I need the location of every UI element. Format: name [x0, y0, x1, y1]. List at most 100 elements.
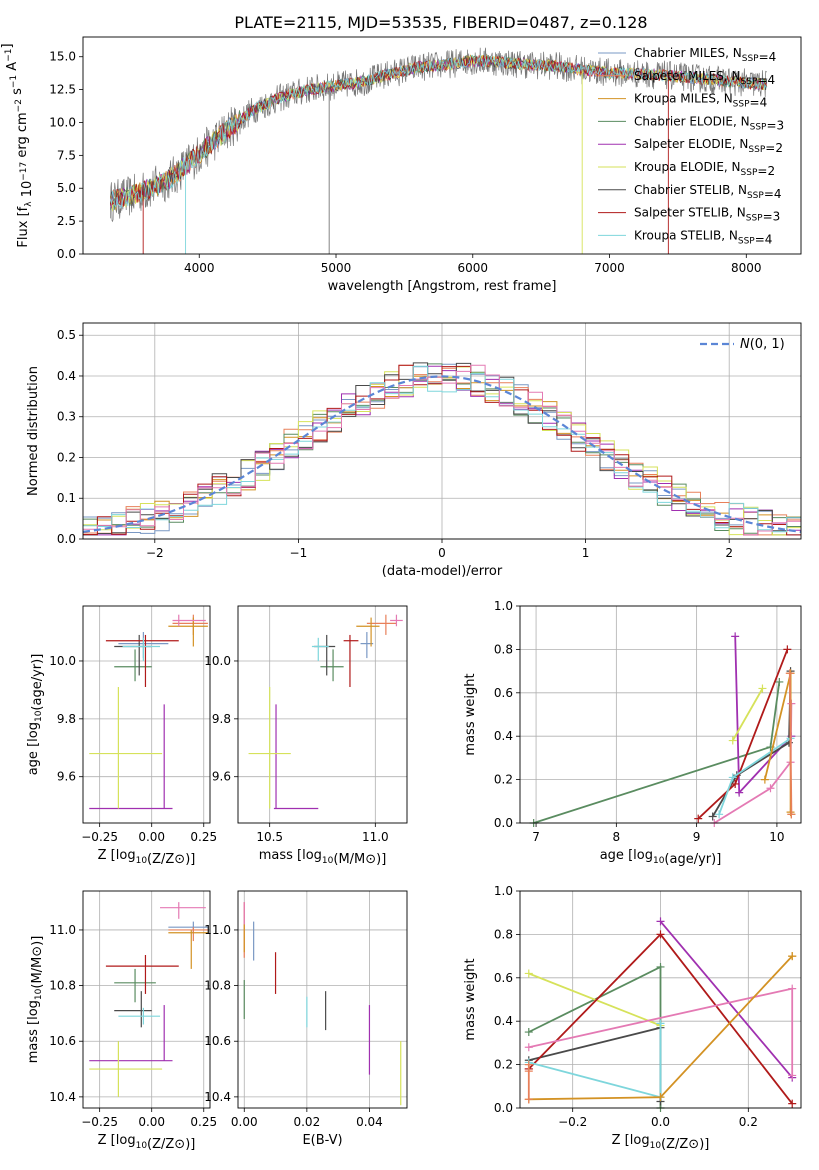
axes-frame: [519, 605, 802, 824]
y-tick-label: 0.8: [494, 642, 513, 656]
x-tick-label: −0.2: [558, 1115, 587, 1129]
y-tick-label: 7.5: [57, 148, 76, 162]
x-tick-label: 10: [769, 830, 784, 844]
gaussian-curve: [82, 375, 802, 533]
y-tick-label: 10.0: [49, 654, 76, 668]
y-tick-label: 0.0: [57, 532, 76, 546]
series-marker: [731, 632, 740, 641]
y-tick-label: 10.6: [204, 1034, 231, 1048]
model-spectrum-salpeter-stelib: [110, 54, 768, 207]
series-marker: [524, 1060, 533, 1069]
errorbar-chabrier-stelib: [314, 634, 336, 676]
y-tick-label: 0.6: [494, 971, 513, 985]
y-tick-label: 11.0: [49, 923, 76, 937]
histogram-chabrier-elodie: [83, 363, 801, 534]
x-tick-label: −2: [146, 546, 164, 560]
y-tick-label: 10.4: [204, 1090, 231, 1104]
y-tick-label: 0.1: [57, 491, 76, 505]
legend-entry: Salpeter ELODIE, NSSP=2: [634, 137, 783, 155]
model-spectrum-kroupa-stelib: [110, 55, 768, 208]
series-marker: [788, 984, 797, 993]
y-tick-label: 10.6: [49, 1034, 76, 1048]
errorbar-salpeter-miles: [366, 614, 397, 635]
errorbar-kroupa-miles: [168, 929, 208, 969]
y-tick-label: 15.0: [49, 50, 76, 64]
x-axis-label: Z [log10(Z/Z⊙)]: [612, 1133, 710, 1152]
errorbar-chabrier-elodie: [114, 968, 156, 1003]
y-tick-label: 10.8: [49, 979, 76, 993]
x-tick-label: 0.2: [739, 1115, 758, 1129]
x-tick-label: 0.02: [293, 1115, 320, 1129]
y-tick-label: 0.0: [494, 1101, 513, 1115]
x-axis-label: wavelength [Angstrom, rest frame]: [328, 279, 557, 294]
figure-title: PLATE=2115, MJD=53535, FIBERID=0487, z=0…: [234, 13, 647, 32]
errorbar-salpeter-miles: [172, 614, 208, 635]
legend-entry: Kroupa ELODIE, NSSP=2: [634, 160, 775, 178]
x-tick-label: 0.25: [190, 1115, 217, 1129]
panel-6: −0.25 0.00 0.25 10.4 10.6 10.8 11.0 Z [log10(Z/…: [26, 890, 217, 1152]
series-marker: [783, 645, 792, 654]
error-bars: [248, 614, 403, 810]
errorbar-kroupa-elodie: [248, 687, 291, 809]
errorbar-pink: [390, 614, 403, 627]
errorbar-kroupa-stelib: [122, 637, 161, 661]
y-axis-label: Flux [fλ 10−17 erg cm−2 s−1 A−1]: [0, 43, 35, 247]
x-tick-label: 8000: [731, 261, 762, 275]
histogram-pink: [83, 364, 801, 536]
y-tick-label: 0.0: [494, 816, 513, 830]
axes-frame: [82, 322, 802, 540]
y-tick-label: 0.2: [494, 773, 513, 787]
y-axis-label: mass weight: [463, 958, 478, 1040]
legend-entry: Salpeter STELIB, NSSP=3: [634, 206, 780, 224]
y-tick-label: 10.8: [204, 979, 231, 993]
errorbar-chabrier-elodie: [114, 649, 152, 682]
errorbar-salpeter-elodie: [89, 704, 173, 810]
panel-2: −2 −1 0 1 2 0.0 0.1 0.2 0.3 0.4 0.5 (data-model)/er…: [26, 322, 802, 579]
panel-1: 4000 5000 6000 7000 8000 0.0 2.5 5.0 7.5 10.0 12.5…: [0, 36, 802, 294]
y-tick-label: 1.0: [494, 884, 513, 898]
series-marker: [656, 962, 665, 971]
y-tick-label: 9.6: [57, 770, 76, 784]
series-marker: [524, 1043, 533, 1052]
x-tick-label: 0.00: [138, 830, 165, 844]
x-tick-label: 5000: [321, 261, 352, 275]
y-tick-label: 11.0: [204, 923, 231, 937]
y-tick-label: 10.0: [49, 115, 76, 129]
series-kroupa-stelib: [528, 1023, 662, 1099]
series-marker: [708, 812, 717, 821]
y-tick-label: 10.0: [204, 654, 231, 668]
series-marker: [728, 736, 737, 745]
x-tick-label: −0.25: [81, 1115, 118, 1129]
errorbar-salpeter-stelib: [105, 634, 179, 688]
x-tick-label: 10.5: [256, 830, 283, 844]
legend: Chabrier MILES, NSSP=4 Salpeter MILES, NS…: [598, 46, 784, 246]
x-tick-label: 0.00: [231, 1115, 258, 1129]
x-tick-label: 0.0: [651, 1115, 670, 1129]
series-marker: [788, 1099, 797, 1108]
series-marker: [524, 1028, 533, 1037]
axes-frame: [82, 890, 211, 1109]
legend-entry: Chabrier ELODIE, NSSP=3: [634, 114, 784, 132]
panel-8: −0.2 0.0 0.2 0.0 0.2 0.4 0.6 0.8 1.0 Z [log10(Z/Z…: [463, 884, 802, 1152]
legend-entry: Chabrier MILES, NSSP=4: [634, 46, 776, 64]
x-tick-label: 0.25: [190, 830, 217, 844]
legend-entry: Chabrier STELIB, NSSP=4: [634, 183, 782, 201]
x-tick-label: 1: [582, 546, 590, 560]
axes-frame: [237, 890, 408, 1109]
x-tick-label: 9: [693, 830, 701, 844]
x-axis-label: Z [log10(Z/Z⊙)]: [98, 848, 196, 867]
errorbar-salpeter-elodie: [89, 1005, 173, 1062]
series-marker: [656, 917, 665, 926]
y-tick-label: 9.8: [212, 712, 231, 726]
y-tick-label: 0.3: [57, 410, 76, 424]
errorbar-chabrier-elodie: [320, 649, 344, 682]
y-tick-label: 0.0: [57, 247, 76, 261]
errorbar-pink: [172, 614, 206, 627]
x-tick-label: 0.04: [356, 1115, 383, 1129]
x-tick-label: 7000: [594, 261, 625, 275]
series-marker: [728, 773, 737, 782]
errorbar-kroupa-miles: [356, 617, 380, 647]
series-marker: [656, 1093, 665, 1102]
axes-frame: [237, 605, 408, 824]
